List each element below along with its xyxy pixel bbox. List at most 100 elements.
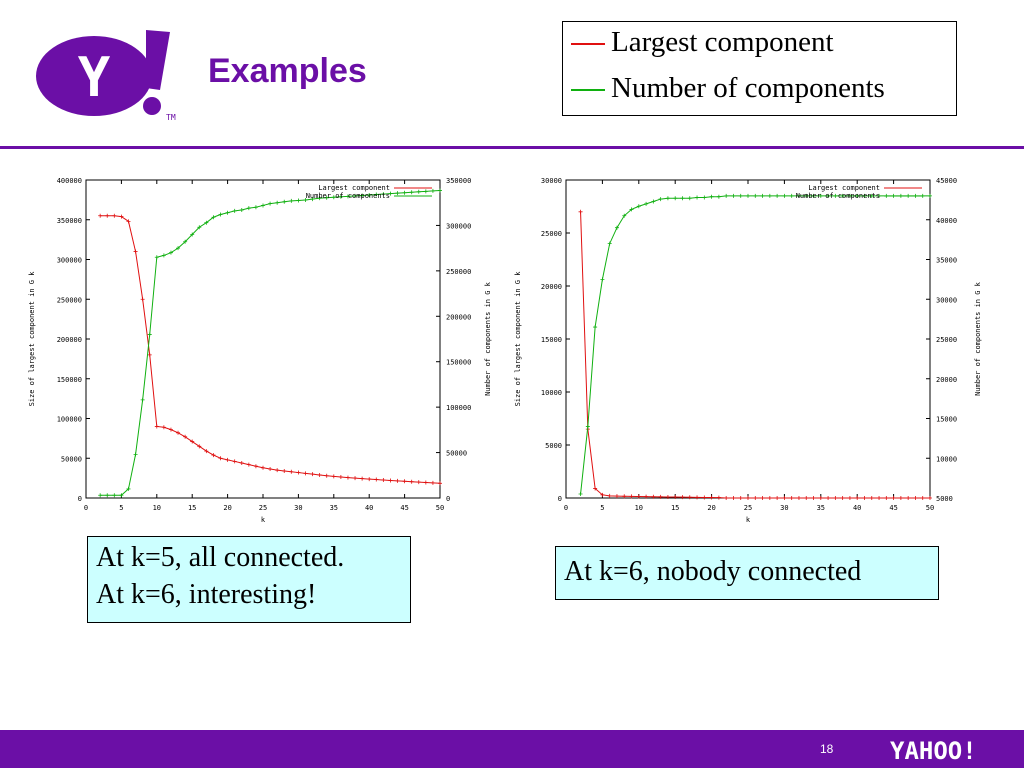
data-point [367,477,372,482]
data-point [658,197,663,202]
data-point [98,213,103,218]
chart-legend-label: Largest component [808,184,880,192]
data-point [253,205,258,210]
y-tick-label: 200000 [57,336,82,344]
data-point [261,465,265,470]
chart-left: 0 5 10 15 20 25 30 35 40 45 5005000010000015000020… [28,177,492,524]
data-point [695,195,700,200]
legend-box: Largest component Number of components [562,21,957,116]
legend-label: Largest component [611,26,834,58]
data-point [126,486,131,491]
data-point [225,210,230,215]
chart-right: 0 5 10 15 20 25 30 35 40 45 50 0 5000 10000 15000 20000… [514,177,982,524]
data-point [395,478,400,483]
x-tick-label: 0 [564,504,568,512]
data-point [168,427,173,432]
chart-legend-label: Number of components [306,192,390,200]
data-point [913,496,918,500]
data-point [760,193,765,198]
x-tick-label: 20 [707,504,715,512]
data-point [353,193,358,198]
legend-label: Number of components [611,72,885,104]
y2-tick-label: 300000 [446,222,471,230]
data-point [600,492,605,497]
data-point [928,193,932,198]
data-point [438,481,442,486]
data-point [804,496,809,500]
svg-text:YAHOO!: YAHOO! [890,737,977,765]
x-tick-label: 25 [259,504,267,512]
data-point [614,494,619,499]
data-point [818,496,823,500]
y2-tick-label: 15000 [936,416,957,424]
data-point [133,452,138,457]
data-point [345,194,350,199]
yahoo-logo: Y TM [36,30,176,122]
data-point [673,495,678,500]
y-tick-label: 250000 [57,296,82,304]
data-point [253,464,258,469]
data-point [381,478,386,483]
x-tick-label: 35 [817,504,825,512]
data-point [840,496,845,500]
x-tick-label: 45 [889,504,897,512]
data-point [154,255,159,260]
x-tick-label: 5 [600,504,604,512]
y-tick-label: 5000 [545,442,562,450]
y-tick-label: 0 [558,495,562,503]
data-point [183,239,188,244]
data-point [593,325,598,330]
data-point [416,480,421,485]
data-point [789,496,794,500]
data-point [607,493,612,498]
data-point [310,197,315,202]
data-point [331,474,336,479]
data-point [862,496,867,500]
data-point [147,332,152,337]
svg-text:TM: TM [166,113,176,122]
svg-text:Y: Y [78,46,111,109]
y2-axis-label: Number of components in G k [484,281,492,396]
data-point [112,493,117,498]
x-tick-label: 15 [671,504,679,512]
x-tick-label: 25 [744,504,752,512]
data-point [680,196,685,201]
data-point [789,193,794,198]
y2-tick-label: 10000 [936,455,957,463]
data-point [317,196,322,201]
data-point [578,492,583,497]
data-point [154,424,159,429]
data-point [161,425,166,430]
data-point [775,193,780,198]
data-point [840,193,845,198]
y-tick-label: 50000 [61,455,82,463]
data-point [665,196,670,201]
data-point [687,495,692,500]
data-point [796,193,801,198]
data-point [360,193,365,198]
data-point [687,196,692,201]
data-point [303,471,308,476]
data-point [884,496,889,500]
data-point [183,434,188,439]
data-point [289,469,294,474]
data-point [303,197,308,202]
data-point [296,198,301,203]
data-point [338,475,343,480]
y-tick-label: 30000 [541,177,562,185]
data-point [239,207,244,212]
data-point [906,496,911,500]
data-point [246,206,251,211]
data-point [622,494,627,499]
footer-yahoo-logo: YAHOO! [890,737,977,765]
data-point [877,496,882,500]
x-tick-label: 30 [780,504,788,512]
data-point [232,459,237,464]
y2-axis-label: Number of components in G k [974,281,982,396]
data-point [388,191,393,196]
data-point [673,196,678,201]
y2-tick-label: 45000 [936,177,957,185]
data-point [716,194,721,199]
data-point [402,479,407,484]
data-point [709,495,714,500]
